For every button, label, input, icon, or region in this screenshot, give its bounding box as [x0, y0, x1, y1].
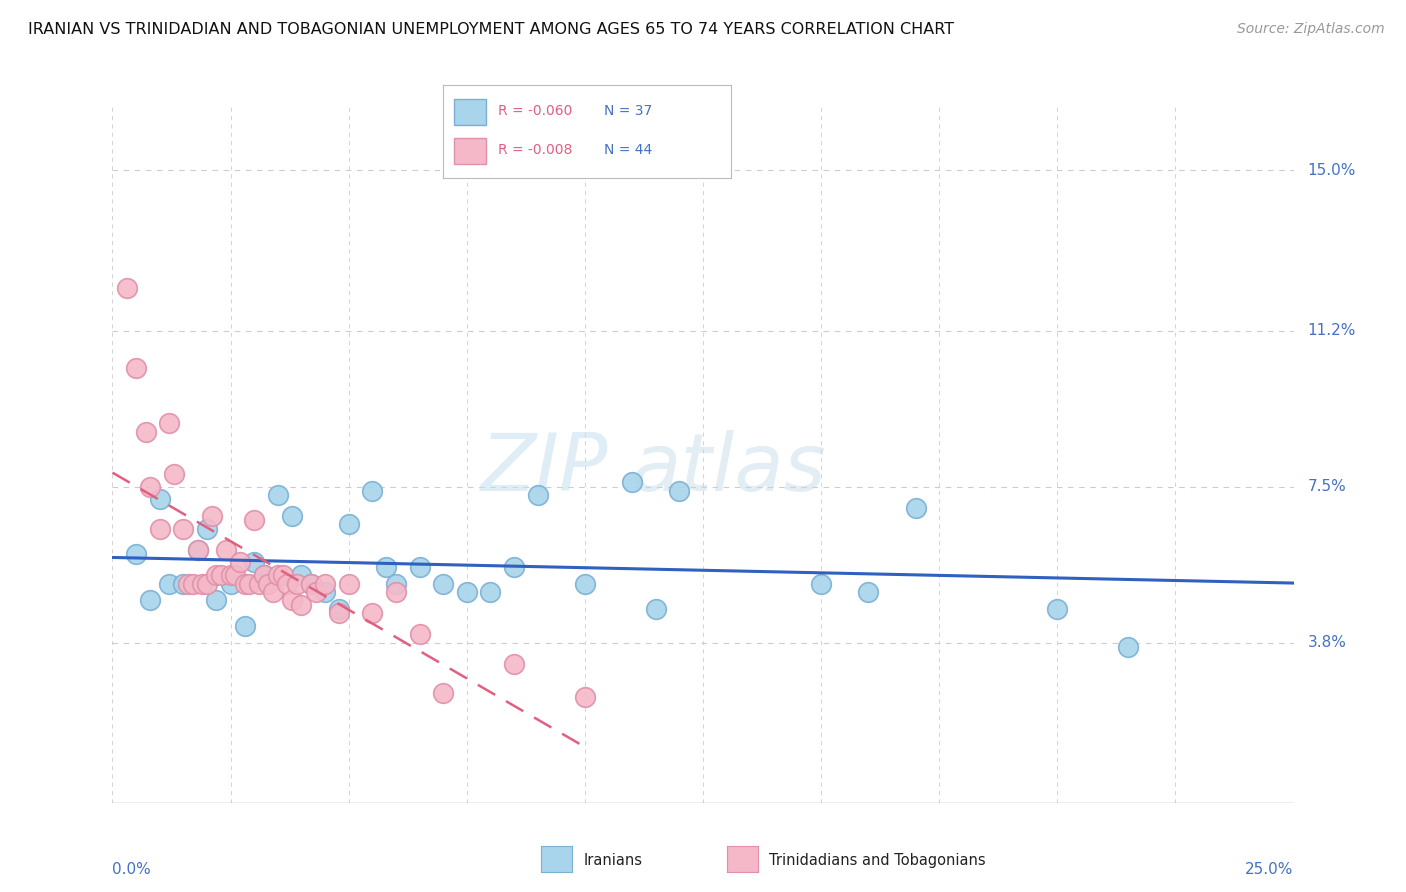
Point	[299, 576, 322, 591]
Text: Trinidadians and Tobagonians: Trinidadians and Tobagonians	[769, 854, 986, 868]
Point	[139, 479, 162, 493]
Point	[574, 576, 596, 591]
Text: Source: ZipAtlas.com: Source: ZipAtlas.com	[1237, 22, 1385, 37]
Point	[375, 559, 398, 574]
Point	[479, 585, 502, 599]
Point	[526, 488, 548, 502]
Text: atlas: atlas	[633, 430, 827, 508]
Point	[503, 657, 526, 671]
Point	[328, 602, 350, 616]
Point	[276, 576, 298, 591]
Point	[247, 576, 270, 591]
Point	[328, 606, 350, 620]
Point	[224, 568, 246, 582]
Text: ZIP: ZIP	[481, 430, 609, 508]
Point	[243, 556, 266, 570]
Point	[1046, 602, 1069, 616]
Point	[201, 509, 224, 524]
Point	[233, 618, 256, 632]
Point	[385, 585, 408, 599]
Point	[408, 627, 430, 641]
Point	[139, 593, 162, 607]
Point	[285, 576, 308, 591]
Text: N = 37: N = 37	[605, 104, 652, 118]
Text: 7.5%: 7.5%	[1308, 479, 1347, 494]
Point	[172, 576, 194, 591]
Point	[157, 576, 180, 591]
Point	[1116, 640, 1139, 654]
Point	[257, 576, 280, 591]
Point	[858, 585, 880, 599]
Point	[314, 576, 336, 591]
Text: 3.8%: 3.8%	[1308, 635, 1347, 650]
Point	[267, 488, 290, 502]
Point	[205, 593, 228, 607]
Point	[229, 556, 252, 570]
Text: 15.0%: 15.0%	[1308, 163, 1355, 178]
Point	[195, 576, 218, 591]
Point	[644, 602, 666, 616]
Point	[271, 568, 294, 582]
Point	[432, 576, 454, 591]
Text: Iranians: Iranians	[583, 854, 643, 868]
Point	[337, 517, 360, 532]
Point	[299, 576, 322, 591]
Point	[163, 467, 186, 481]
Point	[361, 483, 384, 498]
Text: IRANIAN VS TRINIDADIAN AND TOBAGONIAN UNEMPLOYMENT AMONG AGES 65 TO 74 YEARS COR: IRANIAN VS TRINIDADIAN AND TOBAGONIAN UN…	[28, 22, 955, 37]
Point	[574, 690, 596, 705]
Point	[432, 686, 454, 700]
Point	[243, 513, 266, 527]
Point	[157, 417, 180, 431]
Point	[314, 585, 336, 599]
Bar	[454, 138, 486, 164]
Text: 11.2%: 11.2%	[1308, 323, 1355, 338]
Point	[253, 568, 276, 582]
Point	[191, 576, 214, 591]
Point	[125, 361, 148, 376]
Text: 25.0%: 25.0%	[1246, 862, 1294, 877]
Point	[904, 500, 927, 515]
Text: R = -0.008: R = -0.008	[498, 144, 581, 157]
Point	[149, 522, 172, 536]
Point	[408, 559, 430, 574]
Point	[456, 585, 478, 599]
Bar	[454, 99, 486, 125]
Point	[238, 576, 260, 591]
Text: 0.0%: 0.0%	[112, 862, 152, 877]
Point	[253, 568, 276, 582]
Point	[233, 576, 256, 591]
Point	[304, 585, 326, 599]
Point	[267, 568, 290, 582]
Point	[219, 568, 242, 582]
Text: N = 44: N = 44	[605, 144, 652, 157]
Point	[290, 598, 312, 612]
Point	[186, 542, 208, 557]
Point	[219, 576, 242, 591]
Point	[503, 559, 526, 574]
Point	[215, 542, 238, 557]
Point	[125, 547, 148, 561]
Point	[361, 606, 384, 620]
Point	[172, 522, 194, 536]
Point	[668, 483, 690, 498]
Point	[135, 425, 157, 439]
Point	[262, 585, 284, 599]
Point	[115, 281, 138, 295]
Point	[385, 576, 408, 591]
Point	[181, 576, 204, 591]
Point	[337, 576, 360, 591]
Point	[290, 568, 312, 582]
Point	[810, 576, 832, 591]
Point	[149, 492, 172, 507]
Text: R = -0.060: R = -0.060	[498, 104, 581, 118]
Point	[177, 576, 200, 591]
Point	[186, 542, 208, 557]
Point	[281, 509, 304, 524]
Point	[281, 593, 304, 607]
Point	[621, 475, 644, 490]
Point	[205, 568, 228, 582]
Point	[195, 522, 218, 536]
Point	[209, 568, 232, 582]
